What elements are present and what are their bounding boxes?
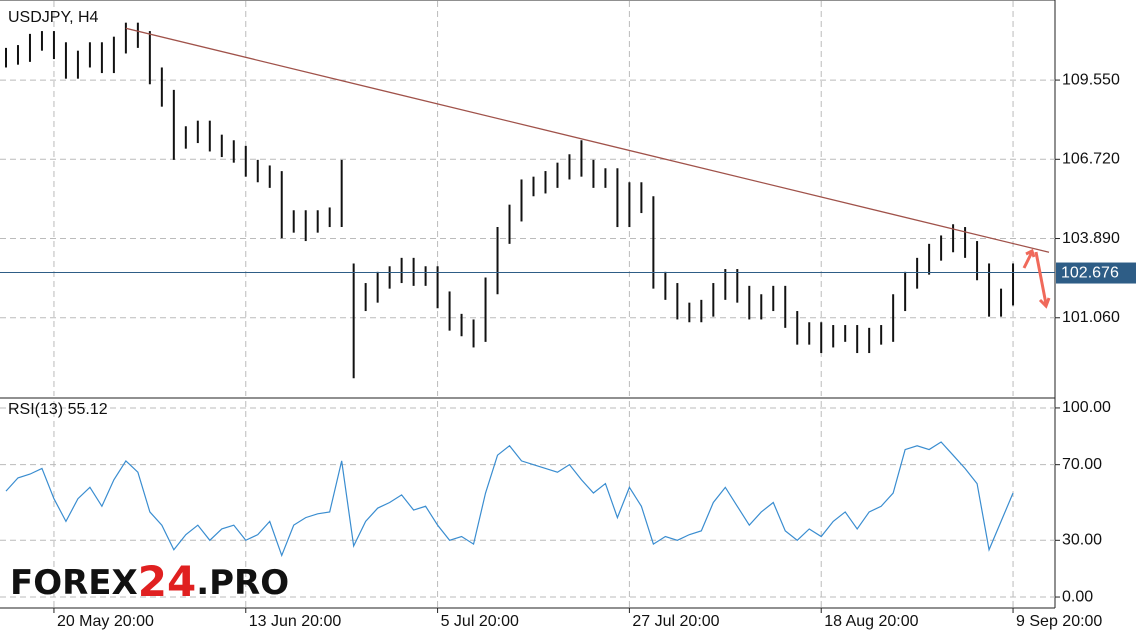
y-tick-label: 0.00 [1062,588,1093,605]
y-tick-label: 70.00 [1062,456,1102,473]
x-tick-label: 18 Aug 20:00 [824,613,918,630]
rsi-line [5,441,1014,558]
x-tick-label: 20 May 20:00 [57,613,154,630]
up-arrow [1022,248,1036,269]
y-tick-label: 30.00 [1062,532,1102,549]
watermark: FOREX24.PRO [10,557,289,606]
y-tick-label: 106.720 [1062,151,1120,168]
watermark-part: FOREX [10,563,138,603]
x-tick-label: 27 Jul 20:00 [632,613,719,630]
x-tick-label: 5 Jul 20:00 [441,613,519,630]
watermark-part: .PRO [196,563,289,603]
y-tick-label: 109.550 [1062,71,1120,88]
rsi-title: RSI(13) 55.12 [8,401,108,418]
x-tick-label: 13 Jun 20:00 [249,613,342,630]
y-tick-label: 103.890 [1062,230,1120,247]
y-tick-label: 100.00 [1062,399,1111,416]
x-tick-label: 9 Sep 20:00 [1016,613,1102,630]
watermark-part: 24 [138,557,196,606]
last-price-label: 102.676 [1061,265,1119,282]
y-tick-label: 101.060 [1062,309,1120,326]
down-arrow [1034,251,1051,309]
last-price-box [1056,262,1136,284]
trendline [125,27,1050,253]
chart-title: USDJPY, H4 [8,9,99,26]
